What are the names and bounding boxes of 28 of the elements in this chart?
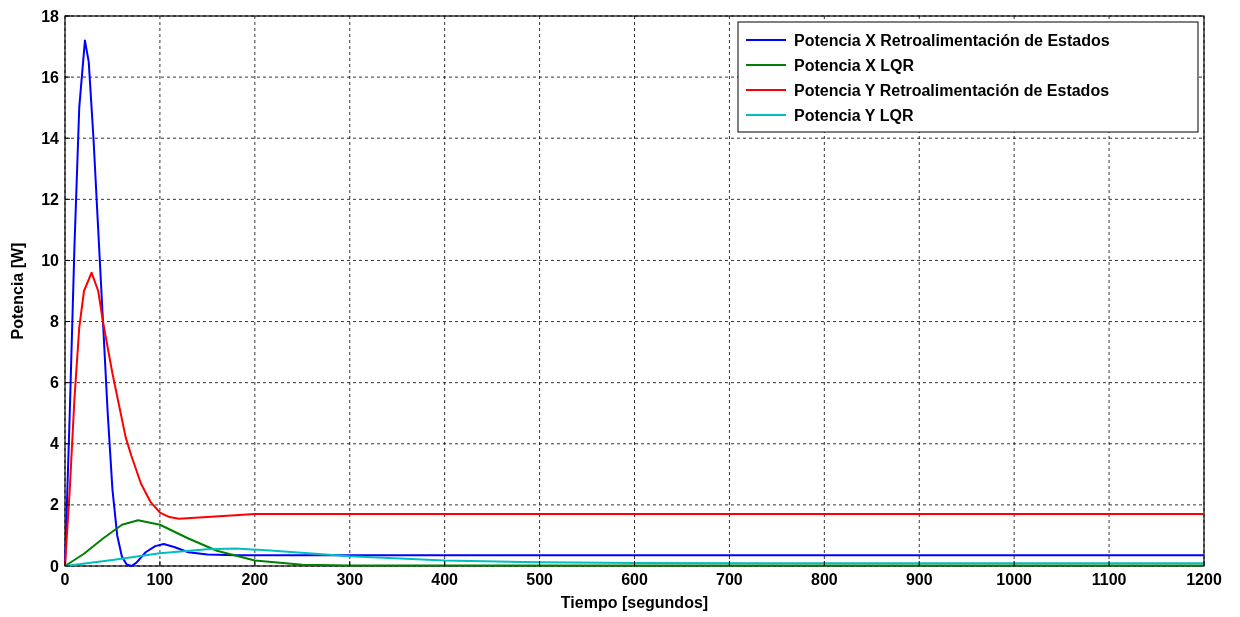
legend-label: Potencia Y LQR — [794, 106, 914, 124]
x-tick-label: 1100 — [1091, 571, 1127, 588]
y-tick-label: 14 — [41, 129, 60, 147]
y-tick-label: 10 — [41, 252, 60, 270]
y-tick-label: 18 — [41, 7, 60, 25]
legend-label: Potencia X Retroalimentación de Estados — [794, 31, 1110, 49]
y-axis-title: Potencia [W] — [9, 242, 26, 340]
legend-label: Potencia Y Retroalimentación de Estados — [794, 81, 1110, 99]
x-tick-label: 700 — [716, 571, 743, 588]
y-tick-label: 0 — [50, 557, 60, 575]
x-tick-label: 1000 — [996, 571, 1033, 588]
x-tick-label: 400 — [431, 571, 459, 588]
y-tick-label: 2 — [50, 496, 60, 514]
x-tick-label: 100 — [146, 571, 174, 588]
x-axis-title: Tiempo [segundos] — [560, 594, 709, 611]
y-tick-label: 6 — [50, 374, 60, 392]
x-tick-label: 900 — [905, 571, 933, 588]
y-tick-label: 8 — [50, 313, 60, 331]
legend-label: Potencia X LQR — [794, 56, 915, 74]
y-tick-label: 4 — [50, 435, 60, 453]
x-tick-label: 1200 — [1186, 571, 1222, 588]
y-tick-label: 16 — [41, 68, 60, 86]
x-tick-label: 800 — [810, 571, 838, 588]
x-tick-label: 500 — [526, 571, 554, 588]
x-tick-label: 200 — [241, 571, 269, 588]
x-tick-label: 600 — [621, 571, 648, 588]
y-tick-label: 12 — [41, 190, 60, 208]
x-tick-label: 300 — [336, 571, 364, 588]
